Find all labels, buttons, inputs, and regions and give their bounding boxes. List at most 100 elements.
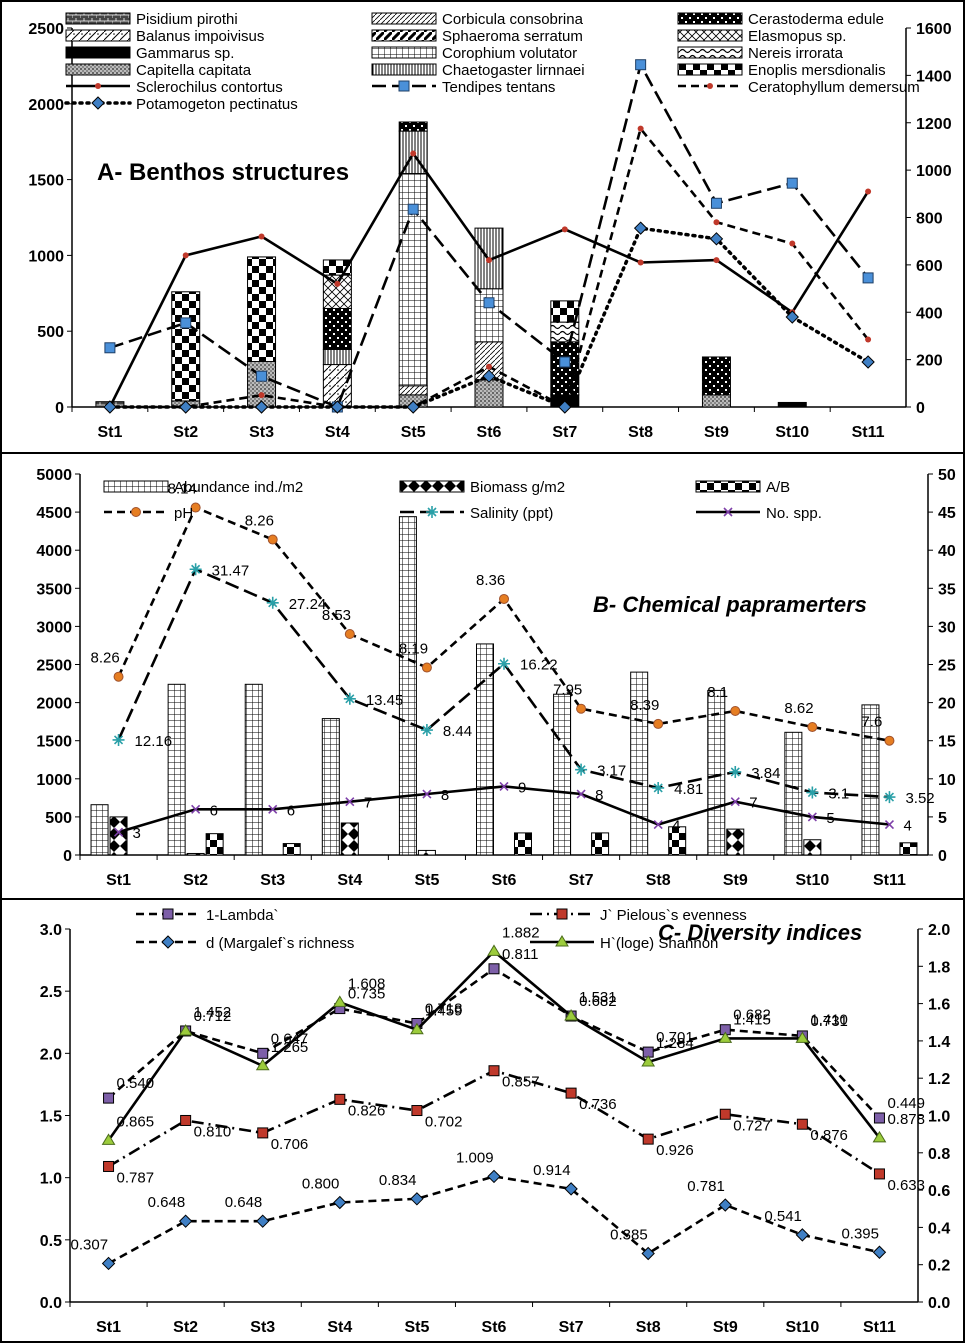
panel-b-point — [189, 563, 202, 576]
panel-c-right-tick-label: 0.0 — [928, 1295, 950, 1312]
panel-c-point — [795, 1031, 810, 1043]
panel-c-right-tick-label: 1.6 — [928, 997, 950, 1014]
panel-c-data-label: 0.810 — [194, 1123, 232, 1140]
panel-c-point — [487, 1169, 501, 1184]
panel-a-legend-label: Gammarus sp. — [136, 45, 234, 62]
panel-c-x-tick-label: St4 — [327, 1319, 352, 1336]
panel-a-bar-segment — [701, 356, 731, 396]
panel-b-data-label: 9 — [518, 779, 526, 796]
panel-a-right-tick-label: 1600 — [916, 21, 952, 38]
panel-b-right-tick-label: 15 — [938, 734, 956, 751]
panel-a-legend-label: Enoplis mersdionalis — [748, 62, 886, 79]
panel-b-data-label: 3 — [133, 825, 141, 842]
panel-a-bar-segment — [322, 348, 352, 366]
panel-b-point — [421, 662, 432, 673]
panel-b-point — [422, 789, 432, 799]
panel-c-point — [642, 1133, 654, 1145]
panel-c-data-label: 1.882 — [502, 924, 540, 941]
panel-c-legend-label: 1-Lambda` — [206, 907, 279, 924]
panel-b-data-label: 4 — [672, 818, 680, 835]
panel-c-right-tick-label: 1.8 — [928, 959, 950, 976]
panel-b-data-label: 7 — [749, 795, 757, 812]
panel-a-x-tick-label: St6 — [477, 424, 502, 441]
panel-a-point — [709, 232, 724, 246]
panel-c-point — [641, 1055, 656, 1067]
panel-a-point — [862, 272, 874, 284]
panel-a-right-tick-label: 1400 — [916, 68, 952, 85]
panel-c-data-label: 0.633 — [887, 1177, 925, 1194]
panel-a-bar-segment — [398, 385, 428, 396]
panel-a-point — [789, 240, 796, 247]
panel-b-data-label: 8.14 — [168, 481, 197, 498]
panel-a-point — [865, 188, 872, 195]
panel-b-point — [420, 724, 433, 737]
panel-b-data-label: 4.81 — [674, 781, 703, 798]
panel-a-right-tick-label: 200 — [916, 353, 943, 370]
panel-c-data-label: 0.307 — [71, 1236, 109, 1253]
panel-c-point — [256, 1214, 270, 1228]
panel-b-point — [268, 804, 278, 814]
panel-b-left-tick-label: 2500 — [36, 658, 72, 675]
panel-a-legend-swatch — [677, 63, 743, 76]
panel-c-data-label: 0.811 — [502, 946, 538, 963]
panel-c-diversity: 0.0 0.5 1.0 1.5 2.0 2.5 3.0 0.0 0.2 0.4 0.6 0.8 1.0 1… — [40, 907, 951, 1336]
panel-a-point — [407, 203, 419, 215]
panel-c-point — [257, 1127, 269, 1139]
panel-c-data-label: 0.736 — [579, 1096, 617, 1113]
panel-b-point — [113, 671, 124, 682]
panel-b-bar — [630, 671, 649, 856]
panel-b-point — [652, 781, 665, 794]
panel-b-legend-label: pH — [174, 505, 193, 522]
panel-b-data-label: 8.26 — [91, 650, 120, 667]
panel-b-x-tick-label: St10 — [795, 872, 829, 889]
panel-a-right-tick-label: 1200 — [916, 116, 952, 133]
panel-b-bar — [553, 693, 572, 856]
panel-c-point — [410, 1192, 424, 1206]
panel-b-point — [344, 629, 355, 640]
panel-b-left-tick-label: 5000 — [36, 467, 72, 484]
panel-b-legend-swatch — [103, 480, 169, 493]
panel-a-legend-swatch — [677, 29, 743, 42]
panel-b-data-label: 8.62 — [784, 700, 813, 717]
panel-a-x-tick-label: St3 — [249, 424, 274, 441]
panel-c-data-label: 0.648 — [148, 1194, 186, 1211]
panel-c-line-3 — [107, 949, 881, 1142]
panel-c-frame — [0, 898, 965, 1343]
panel-b-left-tick-label: 2000 — [36, 696, 72, 713]
panel-b-bar — [726, 828, 745, 856]
panel-b-bar — [186, 852, 205, 856]
panel-a-x-tick-label: St10 — [775, 424, 809, 441]
panel-b-bar — [476, 643, 494, 856]
panel-a-legend-marker — [91, 96, 105, 110]
panel-a-point — [786, 177, 798, 189]
panel-c-point — [872, 1245, 887, 1259]
panel-b-legend-swatch — [399, 480, 465, 493]
panel-b-right-tick-label: 40 — [938, 543, 956, 560]
panel-b-point — [807, 812, 817, 822]
panel-b-point — [343, 692, 356, 705]
panel-c-data-label: 0.702 — [425, 1114, 463, 1131]
panel-c-point — [564, 1009, 578, 1021]
panel-c-data-label: 0.826 — [348, 1102, 386, 1119]
panel-c-legend-marker — [555, 935, 569, 947]
panel-a-point — [633, 221, 648, 235]
panel-b-data-label: 8.26 — [245, 513, 274, 530]
panel-a-legend-label: Balanus impoivisus — [136, 28, 264, 45]
panel-b-data-label: 12.16 — [135, 733, 173, 750]
panel-a-legend-marker — [707, 83, 713, 89]
panel-b-bar — [90, 804, 109, 856]
panel-a-right-tick-label: 800 — [916, 211, 943, 228]
panel-b-point — [730, 797, 740, 807]
panel-c-data-label: 0.800 — [302, 1176, 340, 1193]
panel-b-point — [345, 797, 355, 807]
panel-b-data-label: 5 — [826, 810, 834, 827]
panel-b-bar — [398, 516, 417, 856]
panel-b-right-tick-label: 20 — [938, 696, 956, 713]
panel-b-right-tick-label: 10 — [938, 772, 956, 789]
panel-a-legend-label: Sphaeroma serratum — [442, 28, 583, 45]
panel-c-legend-marker — [556, 908, 568, 920]
panel-b-data-label: 4 — [903, 818, 911, 835]
panel-c-point — [488, 1065, 500, 1077]
panel-a-point — [559, 356, 571, 368]
panel-c-data-label: 0.731 — [810, 1013, 848, 1030]
